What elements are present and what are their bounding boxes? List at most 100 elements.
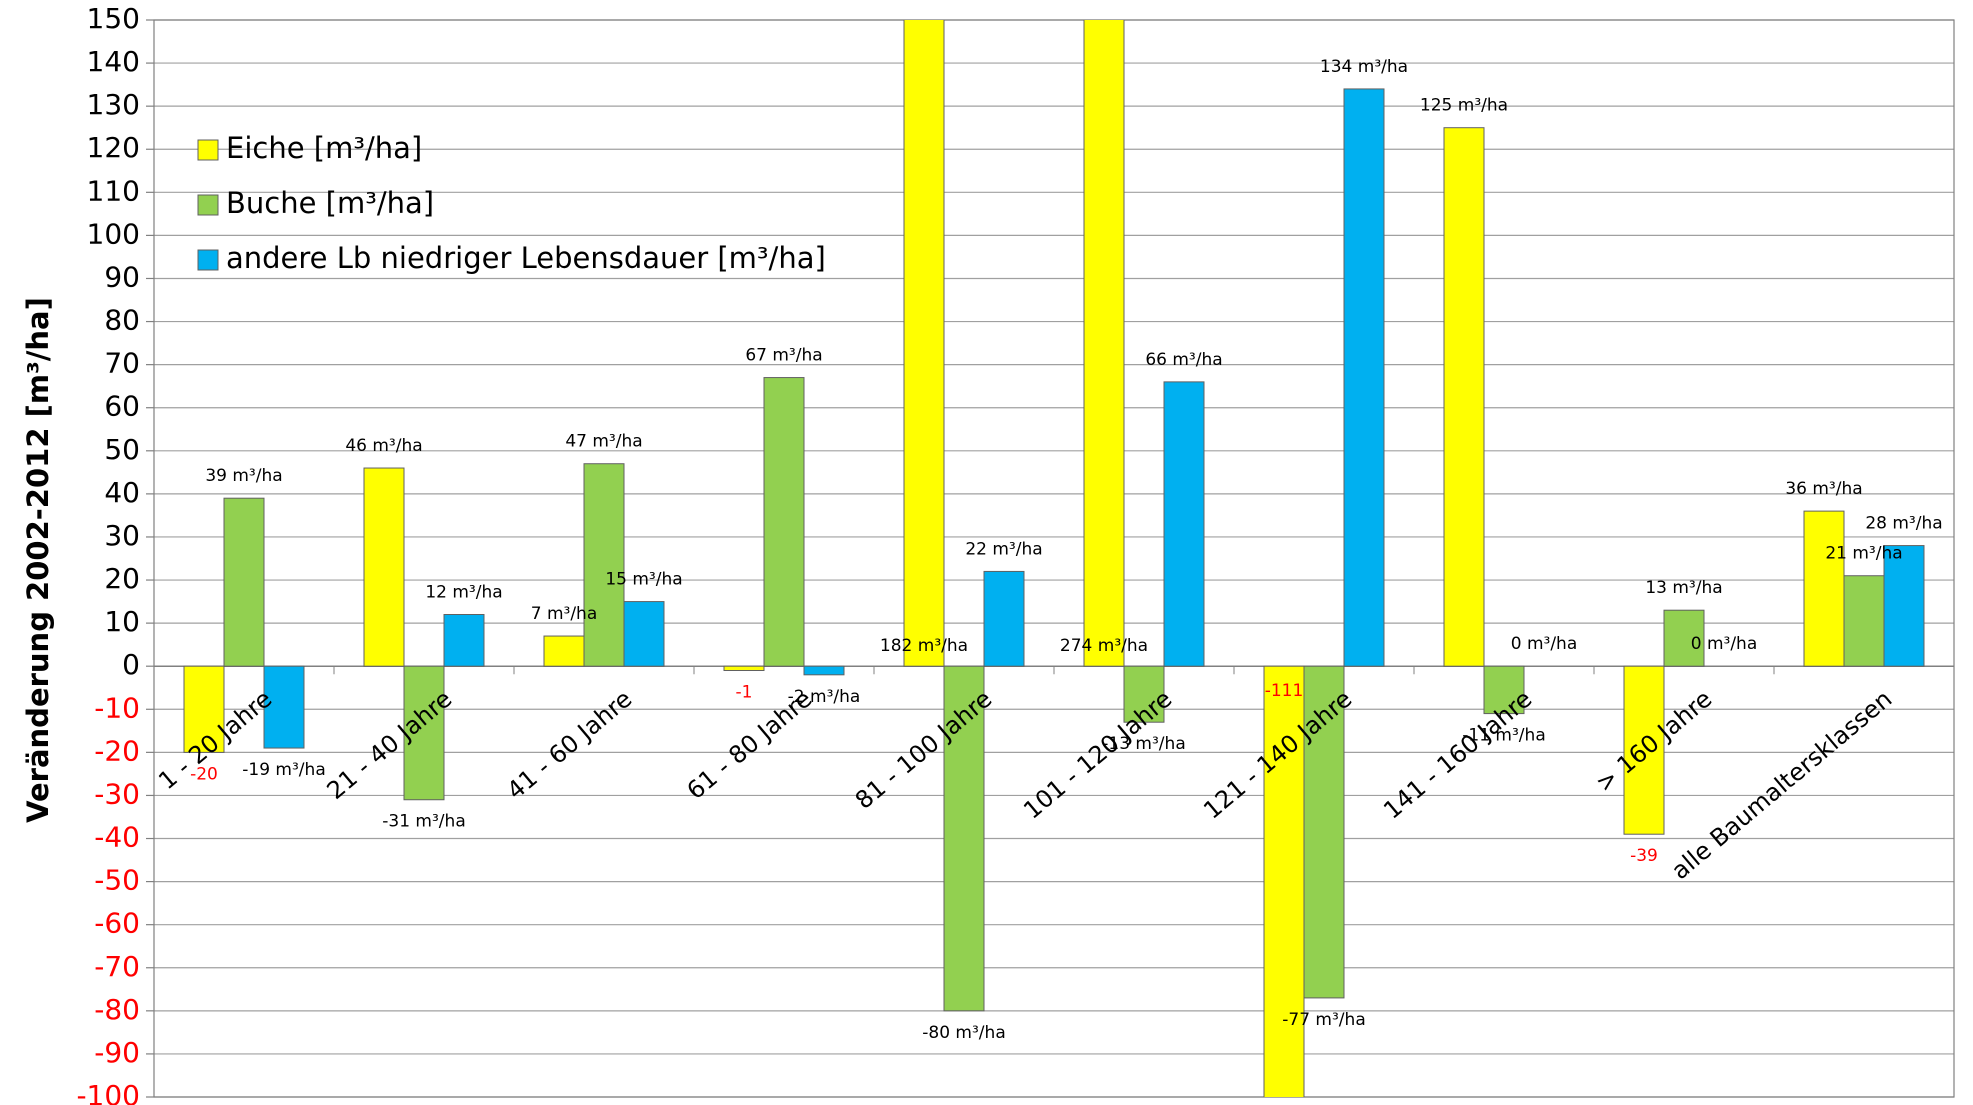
bar xyxy=(1083,20,1125,667)
bar xyxy=(583,463,625,667)
y-tick-label: 100 xyxy=(87,217,140,250)
y-tick-label: 140 xyxy=(87,45,140,78)
y-tick-label: -40 xyxy=(94,821,140,854)
y-tick-label: 10 xyxy=(104,605,140,638)
value-label: -39 xyxy=(1630,846,1658,866)
y-tick-label: -100 xyxy=(76,1079,140,1105)
y-tick-label: -80 xyxy=(94,993,140,1026)
bar xyxy=(1623,665,1665,835)
value-label: 22 m³/ha xyxy=(965,539,1042,559)
bar xyxy=(543,635,585,667)
y-axis-label: Veränderung 2002-2012 [m³/ha] xyxy=(21,297,55,823)
value-label: 28 m³/ha xyxy=(1865,514,1942,534)
bar xyxy=(263,665,305,749)
legend-swatch xyxy=(197,249,219,271)
value-label: 13 m³/ha xyxy=(1645,578,1722,598)
value-label: -111 xyxy=(1265,681,1304,701)
x-tick-label: 101 - 120 Jahre xyxy=(1018,685,1177,825)
y-tick-label: 0 xyxy=(122,648,140,681)
value-label: 39 m³/ha xyxy=(205,466,282,486)
x-tick-label: 61 - 80 Jahre xyxy=(682,685,818,805)
bar xyxy=(1843,575,1885,667)
value-label: -31 m³/ha xyxy=(382,812,465,832)
value-label: -20 xyxy=(190,764,218,784)
value-label: -11 m³/ha xyxy=(1462,726,1545,746)
value-label: -1 xyxy=(736,683,753,703)
value-label: 36 m³/ha xyxy=(1785,479,1862,499)
legend-swatch xyxy=(197,194,219,216)
bar xyxy=(1163,381,1205,667)
value-label: 21 m³/ha xyxy=(1825,544,1902,564)
value-label: 7 m³/ha xyxy=(531,604,598,624)
bar xyxy=(1443,127,1485,667)
bar xyxy=(943,665,985,1012)
legend-swatch xyxy=(197,139,219,161)
value-label: 12 m³/ha xyxy=(425,583,502,603)
bar xyxy=(723,665,765,672)
bar xyxy=(183,665,225,753)
bar xyxy=(983,570,1025,667)
bar xyxy=(1263,665,1305,1097)
grid: -100-90-80-70-60-50-40-30-20-10010203040… xyxy=(76,2,1955,1105)
y-tick-label: 80 xyxy=(104,304,140,337)
value-label: -2 m³/ha xyxy=(788,687,861,707)
bar xyxy=(1663,609,1705,667)
y-tick-label: 60 xyxy=(104,390,140,423)
bar xyxy=(1303,665,1345,999)
value-label: 66 m³/ha xyxy=(1145,350,1222,370)
value-label: -77 m³/ha xyxy=(1282,1010,1365,1030)
value-label: -19 m³/ha xyxy=(242,760,325,780)
value-label: 0 m³/ha xyxy=(1511,634,1578,654)
value-label: 15 m³/ha xyxy=(605,570,682,590)
value-label: 274 m³/ha xyxy=(1060,636,1148,656)
y-tick-label: -10 xyxy=(94,691,140,724)
y-tick-label: -50 xyxy=(94,864,140,897)
bar xyxy=(223,497,265,667)
value-label: 182 m³/ha xyxy=(880,636,968,656)
y-tick-label: 50 xyxy=(104,433,140,466)
y-tick-label: 30 xyxy=(104,519,140,552)
bar xyxy=(1343,88,1385,667)
bar xyxy=(443,614,485,667)
bar xyxy=(623,601,665,667)
x-tick-label: 41 - 60 Jahre xyxy=(502,685,638,805)
y-tick-label: 150 xyxy=(87,2,140,35)
value-label: -80 m³/ha xyxy=(922,1023,1005,1043)
y-tick-label: 70 xyxy=(104,347,140,380)
y-tick-label: -70 xyxy=(94,950,140,983)
bar xyxy=(1123,665,1165,723)
y-tick-label: 20 xyxy=(104,562,140,595)
value-label: 47 m³/ha xyxy=(565,432,642,452)
bar xyxy=(1883,545,1925,667)
bar xyxy=(903,20,945,667)
y-tick-label: -60 xyxy=(94,907,140,940)
value-label: 125 m³/ha xyxy=(1420,96,1508,116)
y-tick-label: 90 xyxy=(104,260,140,293)
value-label: 0 m³/ha xyxy=(1691,634,1758,654)
y-tick-label: 120 xyxy=(87,131,140,164)
value-label: 46 m³/ha xyxy=(345,436,422,456)
bar xyxy=(763,377,805,667)
bar xyxy=(1803,510,1845,667)
value-label: 67 m³/ha xyxy=(745,346,822,366)
bar xyxy=(803,665,845,676)
bar xyxy=(1483,665,1525,715)
y-tick-label: 40 xyxy=(104,476,140,509)
plot-border xyxy=(153,19,1955,1098)
bars xyxy=(183,20,1925,1097)
bar xyxy=(403,665,445,801)
legend-label: Buche [m³/ha] xyxy=(226,186,434,220)
y-tick-label: 130 xyxy=(87,88,140,121)
y-tick-label: -20 xyxy=(94,734,140,767)
value-label: -13 m³/ha xyxy=(1102,734,1185,754)
legend-label: andere Lb niedriger Lebensdauer [m³/ha] xyxy=(226,241,826,275)
legend-label: Eiche [m³/ha] xyxy=(226,131,422,165)
y-tick-label: -30 xyxy=(94,777,140,810)
y-tick-label: -90 xyxy=(94,1036,140,1069)
bar xyxy=(363,467,405,667)
value-label: 134 m³/ha xyxy=(1320,57,1408,77)
x-tick-label: 141 - 160 Jahre xyxy=(1378,685,1537,825)
y-tick-label: 110 xyxy=(87,174,140,207)
